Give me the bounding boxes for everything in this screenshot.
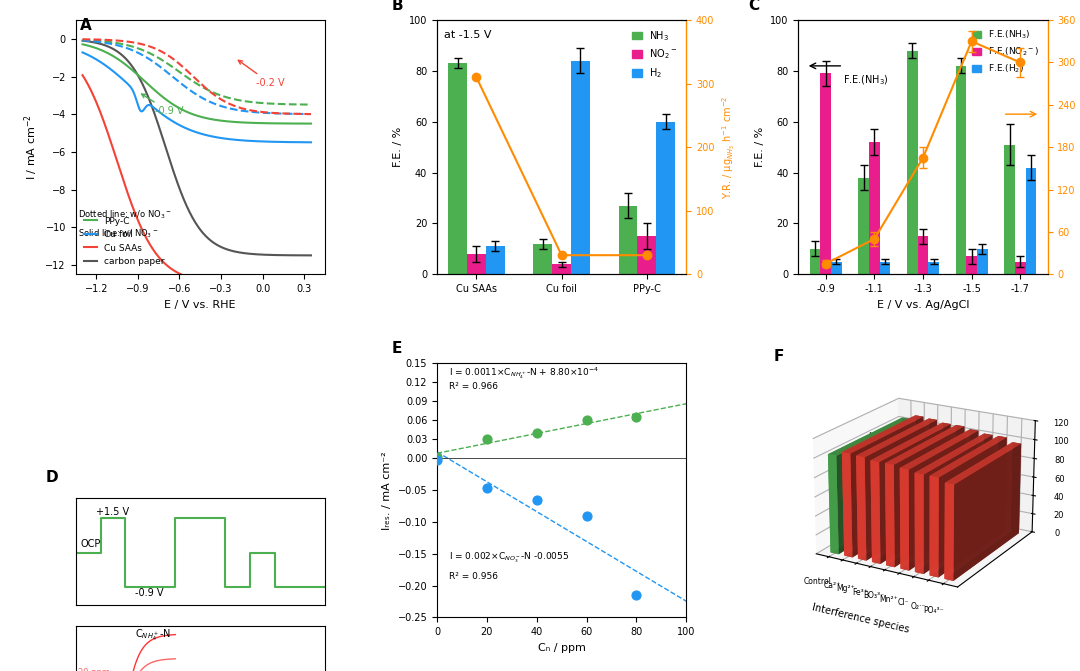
Text: Solid line: w/ NO$_3$$^-$: Solid line: w/ NO$_3$$^-$ [79, 227, 159, 240]
Text: F: F [773, 349, 784, 364]
Point [528, 427, 545, 438]
Bar [1015, 262, 1026, 274]
Y-axis label: Y.R. / μg$_{NH_3}$ h$^{-1}$ cm$^{-2}$: Y.R. / μg$_{NH_3}$ h$^{-1}$ cm$^{-2}$ [720, 95, 737, 199]
Y-axis label: F.E. / %: F.E. / % [755, 127, 765, 167]
Bar [880, 262, 890, 274]
Bar [956, 66, 967, 274]
Bar [486, 246, 504, 274]
Text: C: C [748, 0, 759, 13]
Bar [977, 249, 987, 274]
Bar [918, 236, 929, 274]
Point [528, 495, 545, 505]
Y-axis label: Iᵣₑₛ. / mA cm⁻²: Iᵣₑₛ. / mA cm⁻² [382, 451, 392, 529]
Text: F.E.(NH$_3$): F.E.(NH$_3$) [843, 74, 889, 87]
Legend: PPy-C, Cu foil, Cu SAAs, carbon paper: PPy-C, Cu foil, Cu SAAs, carbon paper [80, 213, 168, 270]
Text: -0.2 V: -0.2 V [239, 60, 284, 88]
Bar [534, 244, 552, 274]
Y-axis label: I / mA cm$^{-2}$: I / mA cm$^{-2}$ [23, 114, 40, 180]
X-axis label: E / V vs. Ag/AgCl: E / V vs. Ag/AgCl [877, 299, 969, 309]
Bar [1026, 168, 1037, 274]
Text: +1.5 V: +1.5 V [95, 507, 129, 517]
Bar [637, 236, 657, 274]
Bar [552, 264, 571, 274]
Y-axis label: F.E. / %: F.E. / % [393, 127, 403, 167]
Bar [832, 262, 841, 274]
Point [429, 454, 446, 465]
Bar [1004, 145, 1015, 274]
Point [627, 412, 645, 423]
Text: I = 0.002×C$_{NO_3^-}$-N -0.0055: I = 0.002×C$_{NO_3^-}$-N -0.0055 [449, 551, 570, 566]
Point [578, 511, 595, 521]
Bar [929, 262, 939, 274]
Bar [859, 178, 869, 274]
Point [578, 415, 595, 425]
Point [478, 482, 496, 493]
Bar [907, 50, 918, 274]
Legend: NH$_3$, NO$_2$$^-$, H$_2$: NH$_3$, NO$_2$$^-$, H$_2$ [627, 25, 681, 84]
X-axis label: E / V vs. RHE: E / V vs. RHE [164, 299, 235, 309]
X-axis label: Interference species: Interference species [811, 603, 910, 635]
Text: A: A [80, 17, 92, 32]
Text: -0.9 V: -0.9 V [135, 588, 164, 598]
Bar [657, 121, 675, 274]
Bar [821, 74, 832, 274]
Point [429, 452, 446, 462]
Text: C$_{NH_4^+}$-N: C$_{NH_4^+}$-N [135, 627, 172, 643]
X-axis label: Cₙ / ppm: Cₙ / ppm [538, 643, 585, 653]
Text: at -1.5 V: at -1.5 V [445, 30, 492, 40]
Bar [810, 249, 821, 274]
Bar [448, 63, 467, 274]
Text: OCP: OCP [81, 539, 100, 549]
Legend: F.E.(NH$_3$), F.E.(NO$_2$$^-$), F.E.(H$_2$): F.E.(NH$_3$), F.E.(NO$_2$$^-$), F.E.(H$_… [969, 25, 1043, 79]
Text: -0.9 V: -0.9 V [141, 94, 183, 116]
Text: E: E [392, 341, 403, 356]
Bar [967, 256, 977, 274]
Bar [619, 205, 637, 274]
Text: Dotted line: w/o NO$_3$$^-$: Dotted line: w/o NO$_3$$^-$ [79, 209, 172, 221]
Bar [571, 61, 590, 274]
Bar [869, 142, 880, 274]
Text: D: D [45, 470, 58, 485]
Bar [467, 254, 486, 274]
Point [627, 590, 645, 601]
Text: R² = 0.966: R² = 0.966 [449, 382, 499, 391]
Text: 20 ppm: 20 ppm [78, 668, 110, 671]
Text: I = 0.0011×C$_{NH_4^+}$-N + 8.80×10$^{-4}$: I = 0.0011×C$_{NH_4^+}$-N + 8.80×10$^{-4… [449, 366, 599, 381]
Text: R² = 0.956: R² = 0.956 [449, 572, 499, 581]
Point [478, 434, 496, 445]
Text: B: B [392, 0, 404, 13]
